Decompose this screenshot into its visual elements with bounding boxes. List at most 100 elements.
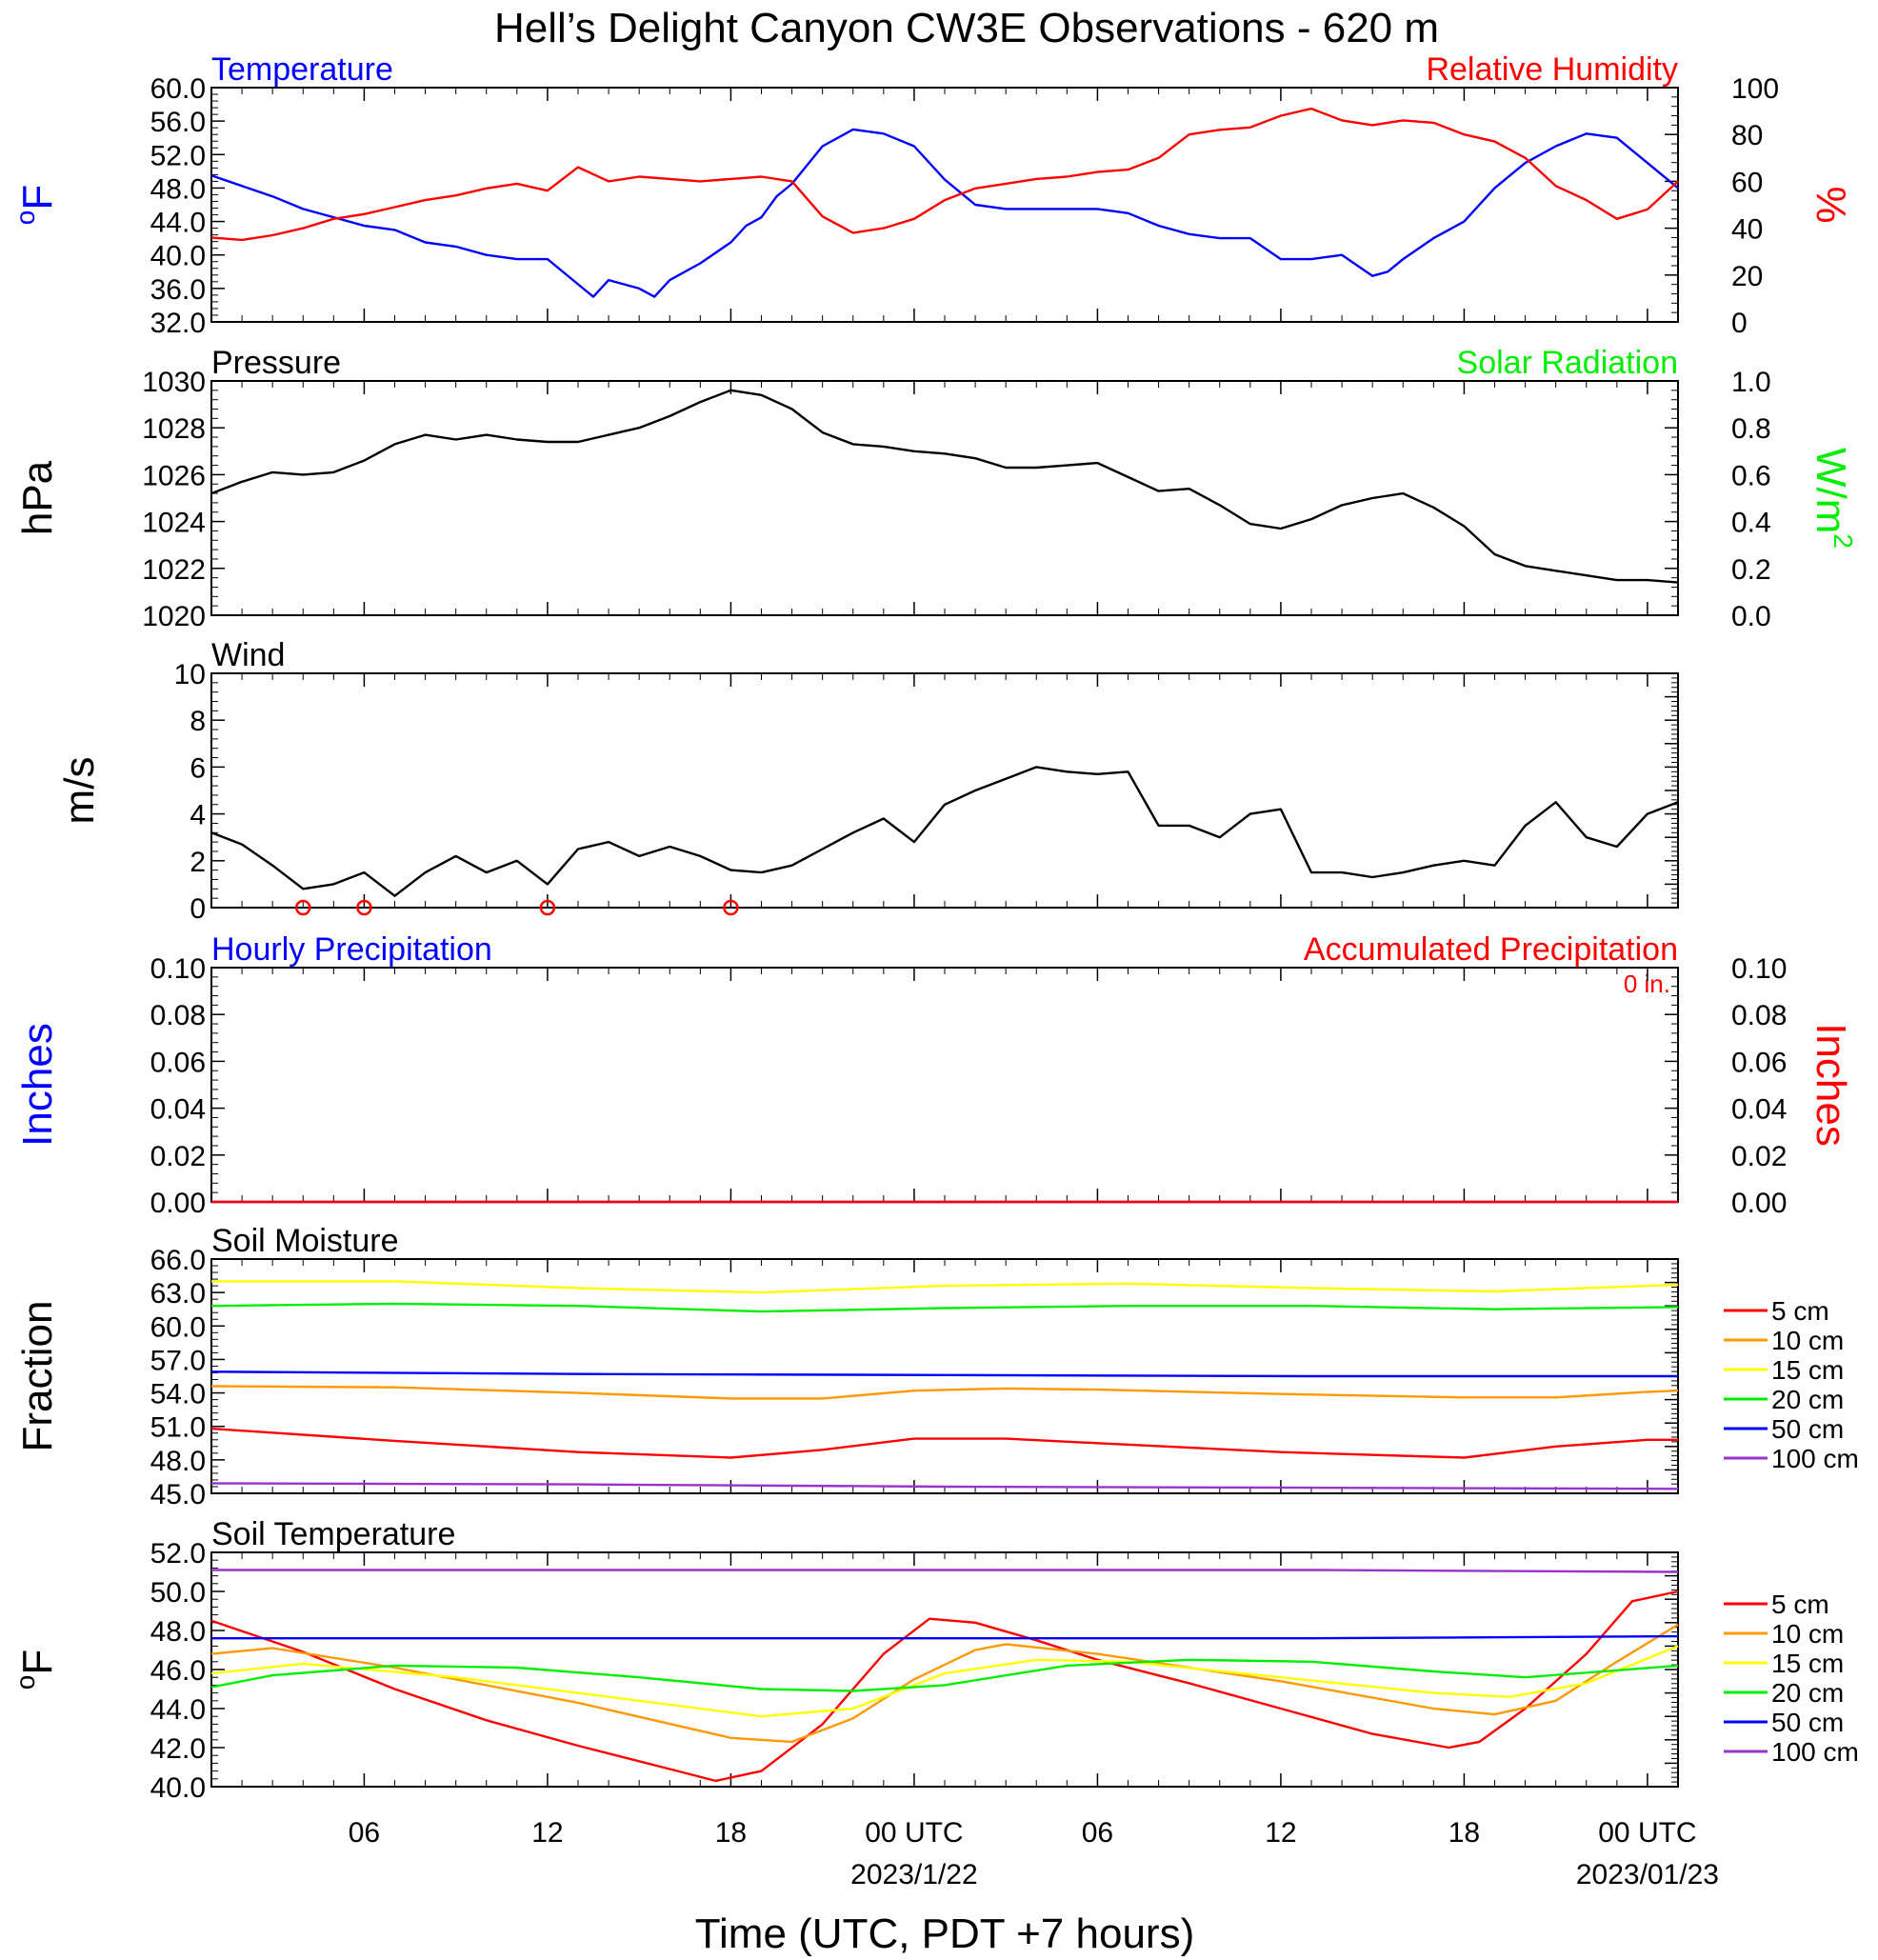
series-line-pressure xyxy=(210,389,1679,584)
y-tick-label-left: 10 xyxy=(174,659,206,690)
panel-pressure: Pressure Solar Radiation 1020 1022 1024 1026 1… xyxy=(14,345,1858,632)
plot-frame xyxy=(210,967,1679,1203)
series-line-15-cm xyxy=(210,1645,1679,1718)
y-tick-label-right: 0 xyxy=(1731,308,1748,339)
x-tick-date-label: 2023/1/22 xyxy=(850,1859,977,1890)
legend-label: 5 cm xyxy=(1771,1296,1829,1326)
y-tick-label-left: 6 xyxy=(190,752,206,784)
series-line-20-cm xyxy=(210,1658,1679,1692)
x-tick-label: 00 UTC xyxy=(1598,1817,1696,1849)
panel-title-right: Solar Radiation xyxy=(1457,345,1678,381)
y-tick-label-right: 100 xyxy=(1731,73,1779,105)
y-tick-label-left: 8 xyxy=(190,706,206,737)
y-tick-label-left: 40.0 xyxy=(150,1772,206,1804)
series-line-50-cm xyxy=(210,1370,1678,1378)
x-tick-label: 18 xyxy=(715,1817,747,1849)
y-tick-label-left: 1022 xyxy=(142,554,206,586)
y-tick-label-left: 1026 xyxy=(142,460,206,491)
superscript: 2 xyxy=(1828,533,1858,549)
x-axis-label: Time (UTC, PDT +7 hours) xyxy=(695,1910,1194,1957)
y-tick-label-left: 57.0 xyxy=(150,1345,206,1376)
y-axis-label-left: oF xyxy=(10,1650,61,1690)
y-tick-label-left: 66.0 xyxy=(150,1245,206,1276)
plot-frame xyxy=(210,87,1679,323)
x-tick-label: 12 xyxy=(531,1817,563,1849)
y-tick-label-right: 60 xyxy=(1731,167,1763,198)
y-tick-label-left: 36.0 xyxy=(150,274,206,306)
series-line-100-cm xyxy=(211,1569,1679,1573)
unit-text: W/m xyxy=(1808,448,1854,533)
legend-label: 10 cm xyxy=(1771,1619,1844,1649)
y-axis-label-right: % xyxy=(1808,186,1854,223)
y-axis-label-left: Inches xyxy=(14,1023,61,1147)
panel-title-left: Hourly Precipitation xyxy=(211,931,492,968)
legend-label: 15 cm xyxy=(1771,1355,1844,1385)
legend-label: 20 cm xyxy=(1771,1678,1844,1708)
y-tick-label-left: 42.0 xyxy=(150,1733,206,1765)
y-tick-label-left: 52.0 xyxy=(150,140,206,171)
y-tick-label-right: 0.0 xyxy=(1731,601,1771,632)
x-tick-label: 18 xyxy=(1448,1817,1480,1849)
panel-title-left: Temperature xyxy=(211,51,393,88)
y-tick-label-left: 60.0 xyxy=(150,1311,206,1343)
y-axis-label-right: W/m2 xyxy=(1808,448,1858,549)
y-tick-label-left: 0.04 xyxy=(150,1094,206,1126)
panel-precip: Hourly Precipitation Accumulated Precipit… xyxy=(14,931,1854,1219)
series-line-50-cm xyxy=(211,1634,1679,1640)
y-tick-label-left: 0.06 xyxy=(150,1047,206,1078)
series-line-relative-humidity xyxy=(210,107,1679,242)
y-tick-label-left: 1030 xyxy=(142,367,206,398)
legend-label: 100 cm xyxy=(1771,1444,1859,1473)
y-tick-label-left: 60.0 xyxy=(150,73,206,105)
x-tick-label: 12 xyxy=(1265,1817,1296,1849)
y-tick-label-left: 0 xyxy=(190,893,206,925)
y-tick-label-left: 45.0 xyxy=(150,1479,206,1510)
x-tick-label: 00 UTC xyxy=(865,1817,963,1849)
x-axis-tick-labels: 06 12 18 00 UTC 2023/1/22 06 12 18 00 UTC 2023/01… xyxy=(349,1817,1719,1890)
y-tick-label-left: 0.10 xyxy=(150,953,206,985)
series-line-100-cm xyxy=(210,1482,1679,1490)
y-tick-label-right: 0.06 xyxy=(1731,1047,1787,1078)
calm-marker xyxy=(539,899,556,916)
panels-group: Temperature Relative Humidity32.036.040.0… xyxy=(10,51,1859,1890)
y-tick-label-right: 0.2 xyxy=(1731,554,1771,586)
y-tick-label-right: 20 xyxy=(1731,261,1763,292)
y-axis-label-right: Inches xyxy=(1808,1023,1854,1147)
y-tick-label-left: 48.0 xyxy=(150,173,206,205)
y-tick-label-left: 63.0 xyxy=(150,1278,206,1310)
y-tick-label-left: 32.0 xyxy=(150,308,206,339)
x-tick-label: 06 xyxy=(349,1817,380,1849)
legend-label: 100 cm xyxy=(1771,1737,1859,1767)
panel-soil-temperature: Soil Temperature 40.0 42.0 44.0 46.0 48.0 50.0… xyxy=(10,1516,1859,1804)
series-line-5-cm xyxy=(210,1427,1678,1459)
plot-frame xyxy=(210,672,1679,909)
y-axis-label-left: Fraction xyxy=(14,1301,61,1452)
legend-label: 15 cm xyxy=(1771,1649,1844,1678)
legend-label: 10 cm xyxy=(1771,1326,1844,1355)
y-tick-label-left: 48.0 xyxy=(150,1446,206,1477)
panel-temp-rh: Temperature Relative Humidity 32.036.040.0… xyxy=(10,51,1854,339)
unit-text: F xyxy=(14,185,61,210)
panel-title-left: Pressure xyxy=(211,345,341,381)
legend-label: 5 cm xyxy=(1771,1590,1829,1619)
y-tick-label-left: 40.0 xyxy=(150,241,206,272)
panel-title-right: Relative Humidity xyxy=(1426,51,1678,88)
legend-label: 50 cm xyxy=(1771,1414,1844,1444)
y-tick-label-left: 50.0 xyxy=(150,1577,206,1609)
y-tick-label-right: 40 xyxy=(1731,214,1763,246)
y-tick-label-left: 44.0 xyxy=(150,1694,206,1726)
y-axis-label-left: m/s xyxy=(56,757,103,825)
x-tick-date-label: 2023/01/23 xyxy=(1576,1859,1719,1890)
y-tick-label-left: 44.0 xyxy=(150,208,206,239)
degree-symbol: o xyxy=(10,1675,40,1690)
y-tick-label-left: 1028 xyxy=(142,413,206,445)
y-tick-label-left: 0.02 xyxy=(150,1141,206,1172)
series-line-10-cm xyxy=(210,1623,1679,1744)
legend-label: 50 cm xyxy=(1771,1708,1844,1737)
y-tick-label-left: 4 xyxy=(190,800,206,831)
calm-marker xyxy=(723,899,739,916)
y-tick-label-right: 0.8 xyxy=(1731,413,1771,445)
calm-marker xyxy=(295,899,311,916)
y-axis-label-left: oF xyxy=(10,185,61,225)
